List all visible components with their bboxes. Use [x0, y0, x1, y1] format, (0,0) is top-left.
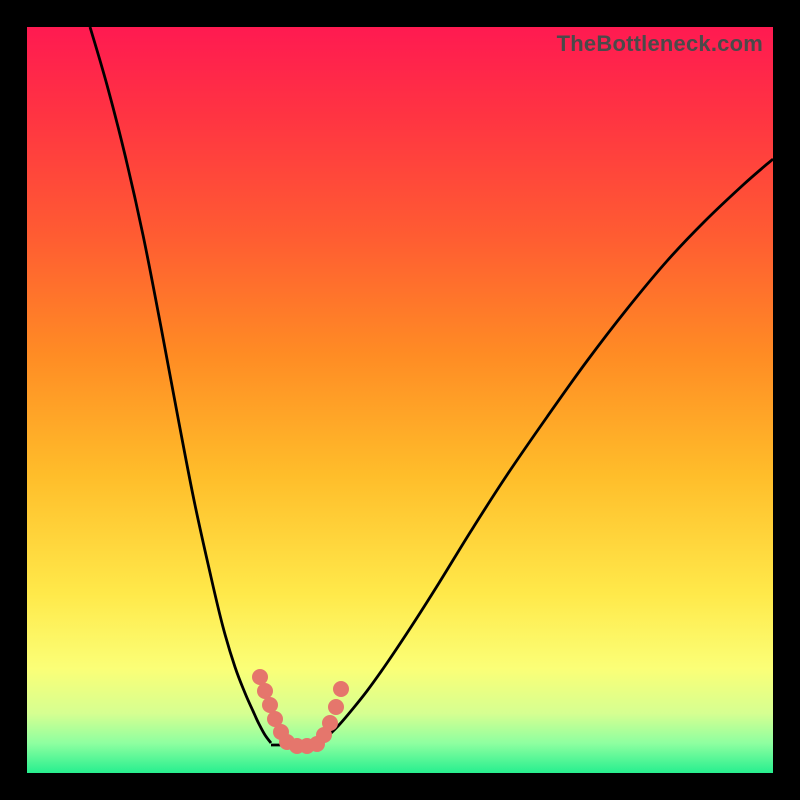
chart-frame: TheBottleneck.com: [0, 0, 800, 800]
data-marker: [257, 683, 273, 699]
data-marker: [322, 715, 338, 731]
data-marker: [252, 669, 268, 685]
data-marker: [333, 681, 349, 697]
data-marker: [328, 699, 344, 715]
data-marker: [262, 697, 278, 713]
curve-left: [90, 27, 271, 743]
plot-area: TheBottleneck.com: [27, 27, 773, 773]
curve-layer: [27, 27, 773, 773]
curve-right: [321, 159, 773, 743]
